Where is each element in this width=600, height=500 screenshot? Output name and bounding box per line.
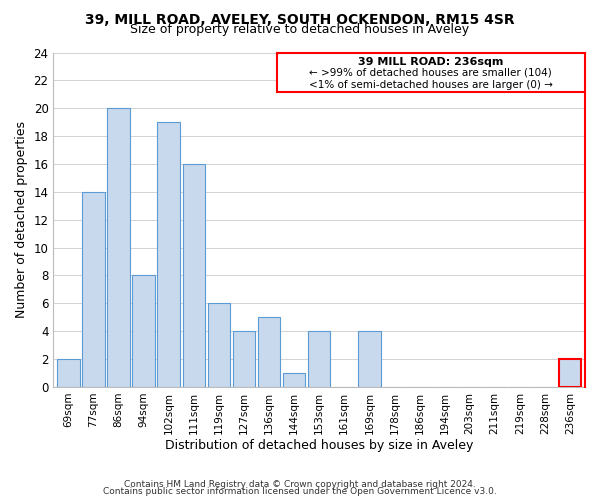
Bar	[233, 331, 255, 387]
Bar	[157, 122, 180, 387]
X-axis label: Distribution of detached houses by size in Aveley: Distribution of detached houses by size …	[165, 440, 473, 452]
Text: Contains public sector information licensed under the Open Government Licence v3: Contains public sector information licen…	[103, 488, 497, 496]
Text: 39, MILL ROAD, AVELEY, SOUTH OCKENDON, RM15 4SR: 39, MILL ROAD, AVELEY, SOUTH OCKENDON, R…	[85, 12, 515, 26]
Text: ← >99% of detached houses are smaller (104): ← >99% of detached houses are smaller (1…	[310, 68, 552, 78]
Text: Size of property relative to detached houses in Aveley: Size of property relative to detached ho…	[130, 22, 470, 36]
Bar	[182, 164, 205, 387]
Text: 39 MILL ROAD: 236sqm: 39 MILL ROAD: 236sqm	[358, 56, 503, 66]
Bar	[283, 373, 305, 387]
Bar	[57, 359, 80, 387]
Bar	[107, 108, 130, 387]
Text: Contains HM Land Registry data © Crown copyright and database right 2024.: Contains HM Land Registry data © Crown c…	[124, 480, 476, 489]
Bar	[208, 304, 230, 387]
Text: <1% of semi-detached houses are larger (0) →: <1% of semi-detached houses are larger (…	[309, 80, 553, 90]
Bar	[133, 276, 155, 387]
Y-axis label: Number of detached properties: Number of detached properties	[15, 121, 28, 318]
Bar	[258, 318, 280, 387]
Bar	[358, 331, 380, 387]
Bar	[559, 359, 581, 387]
Bar	[82, 192, 105, 387]
Bar	[277, 52, 585, 92]
Bar	[308, 331, 331, 387]
